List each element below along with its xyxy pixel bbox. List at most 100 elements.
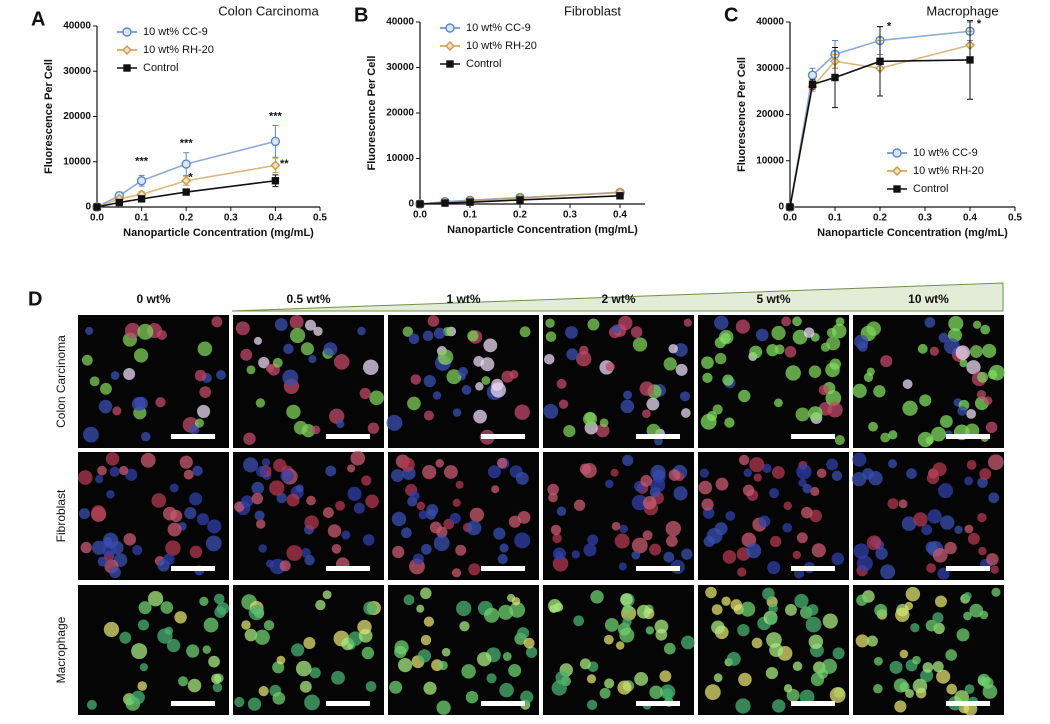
cell — [769, 643, 784, 658]
cell — [668, 469, 681, 481]
cell — [480, 357, 495, 372]
cell — [125, 468, 138, 481]
cell — [799, 689, 815, 705]
cell — [199, 596, 209, 606]
cell — [131, 397, 146, 411]
cell — [895, 607, 910, 623]
cell — [805, 616, 822, 633]
cell — [97, 556, 108, 567]
legend-label: 10 wt% CC-9 — [466, 22, 531, 34]
cell — [164, 626, 174, 636]
cell — [740, 601, 756, 617]
cell — [735, 319, 750, 334]
cell — [832, 647, 845, 660]
scale-bar — [946, 566, 990, 571]
cell — [925, 619, 938, 632]
micrograph — [851, 452, 1004, 580]
chart-title: Fibroblast — [564, 3, 621, 18]
cell — [166, 638, 181, 653]
cell — [985, 421, 998, 434]
cell — [566, 348, 579, 361]
cell — [622, 454, 634, 466]
micrograph — [78, 585, 230, 715]
cell — [184, 507, 197, 520]
data-point — [181, 159, 191, 169]
cell — [649, 685, 663, 700]
cell — [258, 544, 267, 553]
cell — [167, 522, 182, 537]
cell — [78, 508, 90, 520]
cell — [977, 371, 989, 383]
cell — [444, 465, 458, 479]
cell — [620, 593, 633, 606]
cell — [630, 326, 643, 338]
cell — [306, 495, 316, 506]
cell — [486, 673, 497, 684]
scale-bar — [636, 701, 680, 706]
cell — [737, 623, 750, 637]
cell — [255, 398, 266, 408]
cell — [543, 403, 559, 419]
cell — [866, 635, 878, 647]
cell — [261, 458, 271, 467]
cell — [880, 564, 896, 580]
scale-bar — [326, 566, 370, 571]
cell — [407, 396, 421, 411]
y-tick-label: 10000 — [756, 155, 784, 166]
cell — [103, 621, 120, 638]
cell — [639, 381, 655, 396]
cell — [333, 354, 350, 370]
x-tick-label: 0.4 — [963, 213, 977, 224]
cell — [590, 590, 604, 604]
cell — [548, 492, 558, 503]
cell — [940, 515, 955, 530]
cell — [604, 678, 615, 689]
x-tick-label: 0.0 — [90, 213, 104, 224]
cell — [620, 399, 635, 414]
cell — [622, 604, 633, 614]
legend-marker — [123, 64, 131, 72]
cell — [254, 629, 270, 645]
cell — [640, 474, 653, 487]
cell — [473, 409, 487, 424]
cell — [808, 634, 824, 650]
cell — [140, 452, 156, 468]
cell — [920, 669, 934, 683]
cell — [663, 642, 676, 655]
cell — [611, 324, 621, 334]
cell — [758, 515, 771, 528]
cell — [293, 420, 308, 435]
cell — [829, 687, 846, 703]
cell — [573, 499, 586, 511]
cell — [959, 359, 968, 368]
y-axis-label: Fluorescence Per Cell — [43, 59, 55, 174]
cell — [863, 372, 874, 382]
cell — [792, 661, 803, 672]
scale-bar — [791, 566, 835, 571]
cell — [137, 323, 154, 340]
cell — [646, 397, 660, 411]
cell — [978, 546, 987, 556]
gradient-wedge — [231, 282, 1004, 312]
cell — [905, 586, 921, 602]
cell — [347, 486, 362, 501]
cell — [274, 318, 288, 331]
cell — [645, 626, 655, 635]
cell — [794, 593, 809, 609]
cell — [622, 617, 632, 627]
legend-marker — [445, 41, 455, 51]
cell — [105, 452, 120, 466]
cell — [831, 470, 843, 481]
cell — [921, 524, 933, 536]
y-tick-label: 40000 — [63, 21, 91, 32]
cell — [977, 512, 987, 523]
cell — [742, 484, 755, 497]
cell — [963, 611, 972, 621]
cell — [722, 550, 737, 564]
column-label: 10 wt% — [908, 292, 949, 306]
cell — [266, 559, 275, 568]
cell — [705, 586, 717, 599]
cell — [138, 601, 152, 615]
cell — [123, 533, 137, 546]
cell — [972, 320, 982, 329]
